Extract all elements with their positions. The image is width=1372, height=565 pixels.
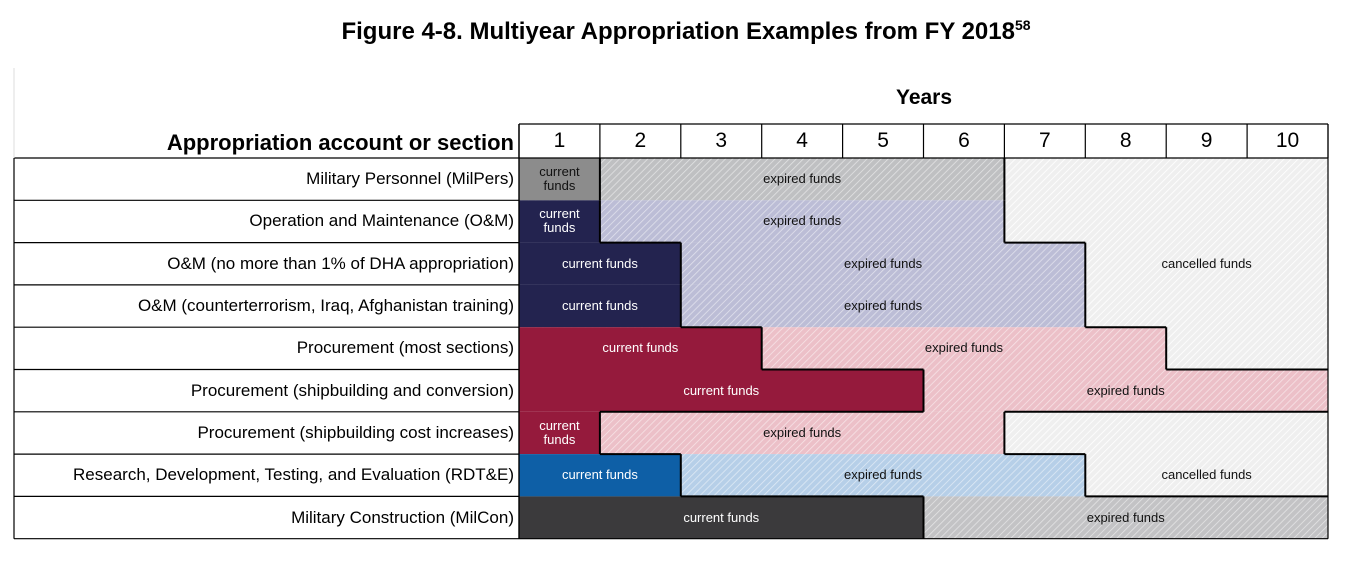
row-label: Operation and Maintenance (O&M) [249,211,514,231]
year-number: 10 [1275,129,1300,152]
row-header-label: Appropriation account or section [166,130,514,155]
row-label: Research, Development, Testing, and Eval… [73,465,514,485]
row-label: Military Construction (MilCon) [291,507,514,527]
expired-hatch [599,200,1005,243]
figure-title-footnote: 58 [1014,17,1031,33]
cancelled-funds-label: cancelled funds [1161,467,1252,483]
current-funds-label: current funds [561,298,638,314]
expired-funds-label: expired funds [844,255,923,271]
current-funds-bar [519,411,600,455]
expired-hatch [599,411,1005,455]
figure-title: Figure 4-8. Multiyear Appropriation Exam… [0,18,1372,46]
current-funds-label: current funds [602,340,679,356]
current-funds-label: current funds [683,382,760,398]
expired-funds-label: expired funds [1086,509,1165,525]
current-funds-bar [519,158,600,201]
current-funds-bar [519,454,681,497]
year-number: 4 [796,129,808,152]
row-label: O&M (no more than 1% of DHA appropriatio… [167,253,514,273]
year-number: 5 [877,129,889,152]
year-number: 2 [634,129,647,152]
row-label: Procurement (most sections) [296,338,514,358]
expired-hatch [761,327,1167,370]
current-funds-label: current funds [539,164,580,194]
current-funds-bar [519,496,924,539]
expired-hatch [923,369,1328,412]
year-number: 7 [1038,129,1051,152]
row-label: Procurement (shipbuilding and conversion… [190,380,514,400]
years-axis-label: Years [895,86,953,109]
current-funds-label: current funds [539,206,580,236]
year-number: 9 [1200,129,1213,152]
current-funds-label: current funds [561,255,638,271]
row-label: Military Personnel (MilPers) [306,169,514,189]
year-number: 8 [1119,129,1132,152]
expired-funds-label: expired funds [763,424,842,440]
expired-hatch [680,284,1086,328]
expired-funds-label: expired funds [763,171,842,187]
expired-hatch [680,242,1086,285]
expired-funds-label: expired funds [1086,382,1165,398]
expired-hatch [599,158,1005,201]
expired-funds-label: expired funds [844,298,923,314]
year-number: 3 [715,129,728,152]
year-number: 6 [958,129,970,152]
expired-hatch [680,454,1086,497]
row-label: O&M (counterterrorism, Iraq, Afghanistan… [137,296,514,316]
current-funds-bar [519,284,681,328]
row-label: Procurement (shipbuilding cost increases… [197,422,514,442]
current-funds-bar [519,200,600,243]
expired-funds-label: expired funds [763,213,842,229]
expired-funds-label: expired funds [924,340,1003,356]
current-funds-label: current funds [561,467,638,483]
expired-hatch [923,496,1328,539]
current-funds-label: current funds [539,417,580,447]
expired-funds-label: expired funds [844,467,923,483]
current-funds-bar [519,242,681,285]
cancelled-funds-label: cancelled funds [1161,255,1252,271]
current-funds-bar [519,369,924,412]
current-funds-label: current funds [683,509,760,525]
year-number: 1 [553,129,566,152]
figure-title-text: Figure 4-8. Multiyear Appropriation Exam… [341,18,1015,45]
current-funds-bar [519,327,762,370]
